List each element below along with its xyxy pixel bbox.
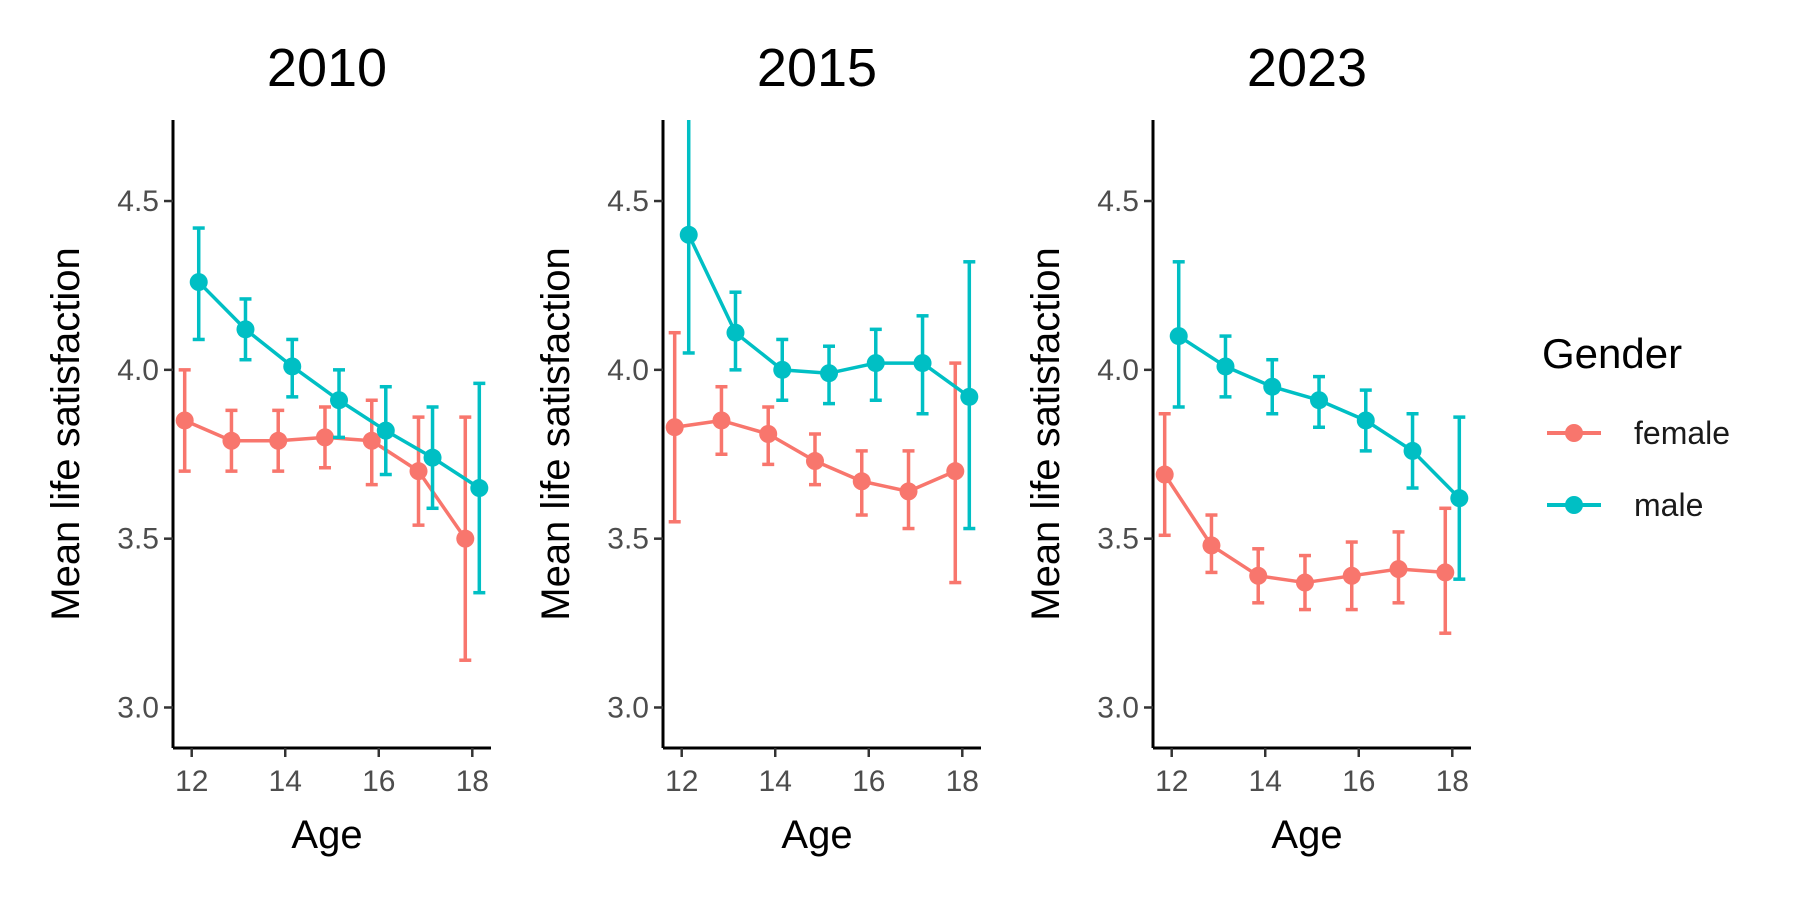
data-point-female: [946, 462, 965, 481]
data-point-male: [283, 357, 302, 376]
data-point-female: [712, 411, 731, 430]
data-point-male: [1169, 327, 1188, 346]
y-axis-title: Mean life satisfaction: [1024, 247, 1068, 621]
data-point-female: [456, 529, 475, 548]
x-tick-label: 18: [946, 765, 979, 798]
data-point-male: [679, 225, 698, 244]
y-tick-label: 3.5: [1097, 523, 1139, 556]
data-point-female: [315, 428, 334, 447]
data-point-female: [1342, 566, 1361, 585]
data-point-female: [665, 418, 684, 437]
data-point-male: [1263, 377, 1282, 396]
x-tick-label: 16: [852, 765, 885, 798]
x-tick-label: 16: [362, 765, 395, 798]
data-point-male: [960, 387, 979, 406]
y-tick-label: 4.5: [1097, 185, 1139, 218]
x-axis-title: Age: [1271, 813, 1342, 857]
panel-title: 2010: [267, 38, 387, 98]
data-point-male: [236, 320, 255, 339]
x-tick-label: 12: [1155, 765, 1188, 798]
data-point-female: [409, 462, 428, 481]
panel-2015: 2015 3.0 3.5 4.0 4.5 12 14 16 18 Age Mean life sat…: [534, 38, 981, 857]
y-tick-label: 3.0: [117, 691, 159, 724]
y-tick-label: 3.5: [607, 523, 649, 556]
y-tick-label: 3.0: [1097, 691, 1139, 724]
x-tick-label: 14: [269, 765, 302, 798]
y-tick-label: 4.0: [117, 354, 159, 387]
legend-title: Gender: [1542, 330, 1682, 377]
x-tick-label: 18: [1436, 765, 1469, 798]
data-point-male: [1216, 357, 1235, 376]
data-point-male: [423, 448, 442, 467]
data-point-male: [913, 354, 932, 373]
data-point-female: [1202, 536, 1221, 555]
data-point-female: [1389, 560, 1408, 579]
data-point-male: [470, 479, 489, 498]
data-point-female: [1249, 566, 1268, 585]
legend-label-male: male: [1634, 487, 1703, 523]
data-point-male: [1403, 441, 1422, 460]
panel-2010: 2010 3.0 3.5 4.0 4.5 12 14 16 18 Age Mean life sat…: [44, 38, 491, 857]
data-point-female: [899, 482, 918, 501]
data-point-male: [376, 421, 395, 440]
data-point-female: [175, 411, 194, 430]
data-point-male: [726, 323, 745, 342]
data-point-female: [805, 452, 824, 471]
series-group: [175, 226, 489, 662]
series-group: [665, 120, 979, 585]
x-axis-title: Age: [781, 813, 852, 857]
x-axis-title: Age: [291, 813, 362, 857]
data-point-female: [1295, 573, 1314, 592]
panel-title: 2015: [757, 38, 877, 98]
legend: Gender female male: [1542, 330, 1730, 523]
y-tick-label: 4.5: [117, 185, 159, 218]
data-point-male: [189, 273, 208, 292]
data-point-female: [222, 431, 241, 450]
series-group: [1155, 260, 1469, 635]
x-tick-label: 14: [1249, 765, 1282, 798]
data-point-female: [1436, 563, 1455, 582]
x-tick-label: 12: [665, 765, 698, 798]
y-axis-title: Mean life satisfaction: [534, 247, 578, 621]
legend-label-female: female: [1634, 415, 1730, 451]
data-point-male: [866, 354, 885, 373]
y-tick-label: 4.0: [1097, 354, 1139, 387]
x-tick-label: 16: [1342, 765, 1375, 798]
x-tick-label: 14: [759, 765, 792, 798]
data-point-male: [1356, 411, 1375, 430]
data-point-female: [852, 472, 871, 491]
y-tick-label: 3.0: [607, 691, 649, 724]
data-point-male: [773, 360, 792, 379]
data-point-male: [330, 391, 349, 410]
legend-key-point-female: [1565, 424, 1583, 442]
y-tick-label: 4.5: [607, 185, 649, 218]
x-tick-label: 18: [456, 765, 489, 798]
data-point-male: [1450, 489, 1469, 508]
data-point-male: [820, 364, 839, 383]
y-tick-label: 3.5: [117, 523, 159, 556]
data-point-female: [1155, 465, 1174, 484]
data-point-female: [362, 431, 381, 450]
data-point-female: [269, 431, 288, 450]
data-point-male: [1310, 391, 1329, 410]
y-axis-title: Mean life satisfaction: [44, 247, 88, 621]
panel-2023: 2023 3.0 3.5 4.0 4.5 12 14 16 18 Age Mean life sat…: [1024, 38, 1471, 857]
panel-title: 2023: [1247, 38, 1367, 98]
x-tick-label: 12: [175, 765, 208, 798]
y-tick-label: 4.0: [607, 354, 649, 387]
legend-key-point-male: [1565, 496, 1583, 514]
data-point-female: [759, 425, 778, 443]
